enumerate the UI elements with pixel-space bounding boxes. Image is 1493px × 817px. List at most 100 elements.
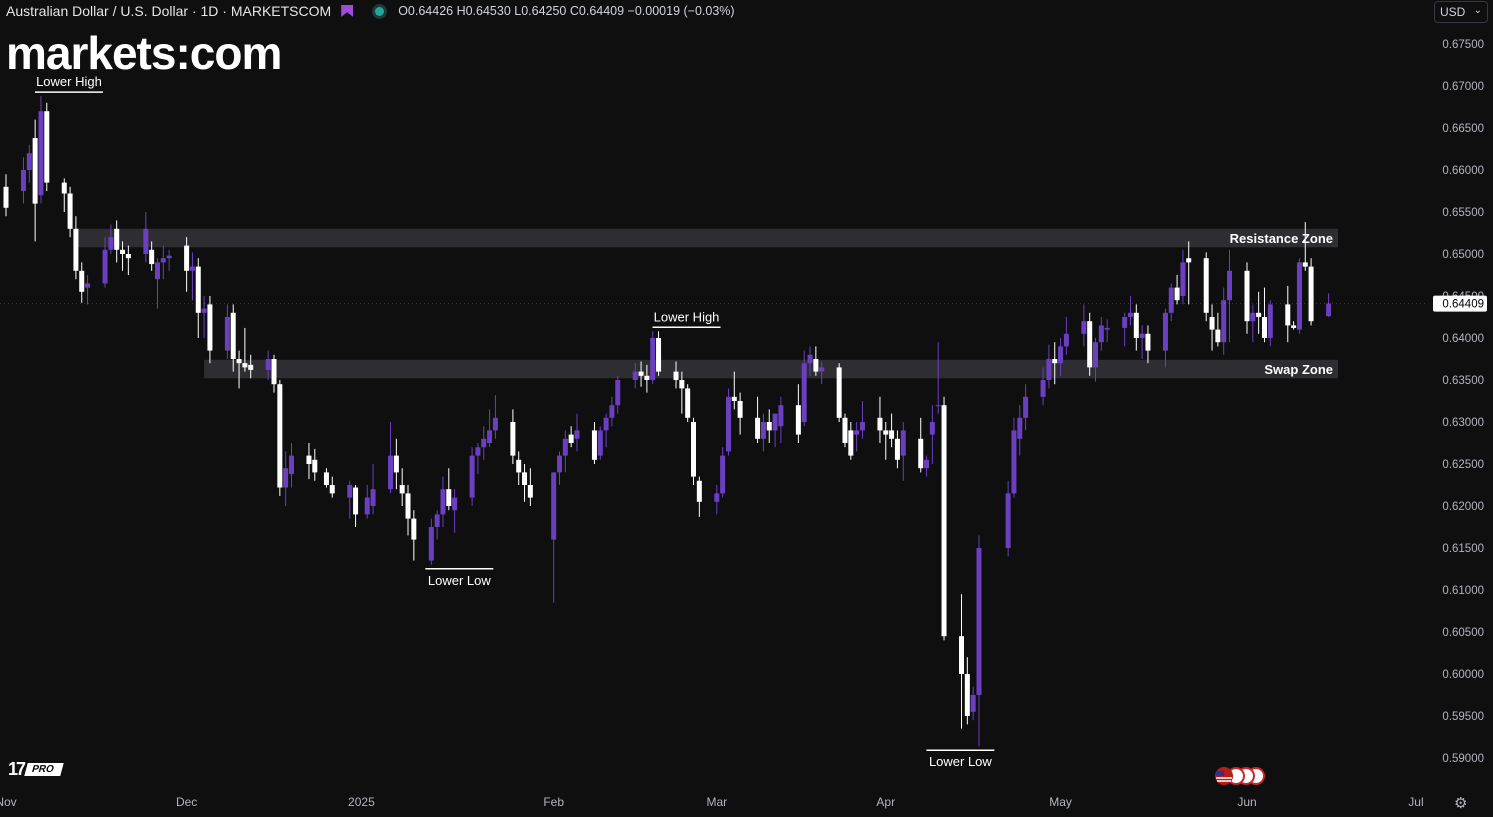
candle-body	[685, 388, 691, 418]
currency-selector[interactable]: USD ⌄	[1434, 1, 1488, 23]
candle-body	[1186, 258, 1192, 263]
market-status-icon	[375, 6, 385, 16]
candle-body	[399, 485, 405, 494]
candle-body	[1215, 329, 1221, 343]
candle-body	[1139, 333, 1145, 338]
candle-body	[201, 308, 207, 313]
zone-label: Resistance Zone	[1230, 231, 1333, 246]
candle-body	[1081, 321, 1087, 334]
candle-body	[568, 434, 574, 443]
candle-body	[725, 396, 731, 452]
candle-body	[766, 422, 772, 431]
candle-body	[819, 367, 825, 372]
candle-body	[889, 430, 895, 439]
markets-com-logo: markets:com	[6, 27, 282, 79]
candle-body	[813, 359, 819, 372]
candle-body	[44, 111, 50, 183]
candle-body	[388, 455, 394, 490]
candle-body	[1296, 262, 1302, 330]
candle-body	[1063, 333, 1069, 347]
candle-body	[859, 422, 865, 431]
symbol-header: Australian Dollar / U.S. Dollar · 1D · M…	[6, 3, 735, 19]
candle-body	[1285, 304, 1291, 326]
candle-body	[434, 514, 440, 527]
x-tick-label: Jul	[1408, 795, 1423, 809]
candle-body	[224, 317, 230, 351]
flag-icon[interactable]	[341, 5, 354, 17]
candle-body	[656, 338, 662, 372]
candle-body	[149, 249, 155, 265]
candle-body	[20, 170, 26, 191]
candle-body	[1174, 287, 1180, 301]
candle-body	[1203, 258, 1209, 313]
candle-body	[609, 405, 615, 418]
y-tick-label: 0.62500	[1442, 459, 1484, 471]
candle-body	[306, 455, 312, 464]
candle-body	[347, 485, 353, 498]
candle-body	[405, 493, 411, 519]
candle-body	[1250, 312, 1256, 322]
candle-body	[801, 363, 807, 422]
candle-body	[353, 487, 359, 515]
annotation-label: Lower Low	[428, 573, 491, 588]
candle-body	[154, 262, 160, 280]
candle-body	[760, 422, 766, 439]
settings-gear-icon[interactable]: ⚙	[1454, 795, 1468, 812]
candle-body	[551, 472, 557, 540]
symbol-title[interactable]: Australian Dollar / U.S. Dollar · 1D · M…	[6, 3, 332, 19]
candle-body	[288, 455, 294, 475]
zone-label: Swap Zone	[1264, 362, 1333, 377]
candle-body	[731, 396, 737, 401]
candle-body	[1023, 396, 1029, 418]
candle-body	[877, 417, 883, 431]
candle-body	[929, 422, 935, 435]
x-tick-label: Feb	[543, 795, 564, 809]
candle-body	[26, 153, 32, 170]
candle-body	[1087, 321, 1093, 368]
candle-body	[650, 338, 656, 380]
y-tick-label: 0.61500	[1442, 543, 1484, 555]
candle-body	[772, 413, 778, 431]
candle-body	[1046, 359, 1052, 380]
y-tick-label: 0.61000	[1442, 585, 1484, 597]
candle-body	[778, 405, 784, 427]
candle-body	[236, 359, 242, 364]
y-tick-label: 0.60500	[1442, 627, 1484, 639]
candle-body	[329, 485, 335, 494]
y-tick-label: 0.63500	[1442, 375, 1484, 387]
last-price-tag	[1433, 295, 1487, 312]
candle-body	[1302, 262, 1308, 267]
candle-body	[603, 417, 609, 431]
y-tick-label: 0.62000	[1442, 501, 1484, 513]
candle-body	[510, 422, 516, 456]
x-tick-label: May	[1049, 795, 1072, 809]
candle-body	[1209, 317, 1215, 330]
annotation-label: Lower Low	[929, 754, 992, 769]
candle-body	[696, 480, 702, 502]
candle-body	[527, 485, 533, 498]
economic-events-flag-icon[interactable]	[1212, 766, 1272, 791]
candle-body	[1098, 325, 1104, 343]
candle-body	[79, 270, 85, 292]
candle-body	[591, 430, 597, 460]
candle-body	[265, 359, 271, 370]
candle-body	[85, 283, 91, 288]
candle-body	[1291, 325, 1297, 328]
candle-body	[597, 430, 603, 456]
y-tick-label: 0.59500	[1442, 711, 1484, 723]
candle-body	[38, 111, 44, 196]
candle-body	[522, 472, 528, 485]
candle-body	[679, 380, 685, 389]
candle-body	[312, 459, 318, 473]
candle-body	[446, 489, 452, 506]
candle-body	[1122, 317, 1128, 328]
candle-body	[918, 438, 924, 469]
candle-body	[935, 405, 941, 407]
candle-body	[714, 493, 720, 502]
tradingview-logo-icon[interactable]: 17 PRO	[8, 759, 64, 780]
candle-body	[795, 405, 801, 435]
candle-body	[1180, 262, 1186, 296]
candle-body	[894, 438, 900, 460]
candle-body	[364, 497, 370, 515]
